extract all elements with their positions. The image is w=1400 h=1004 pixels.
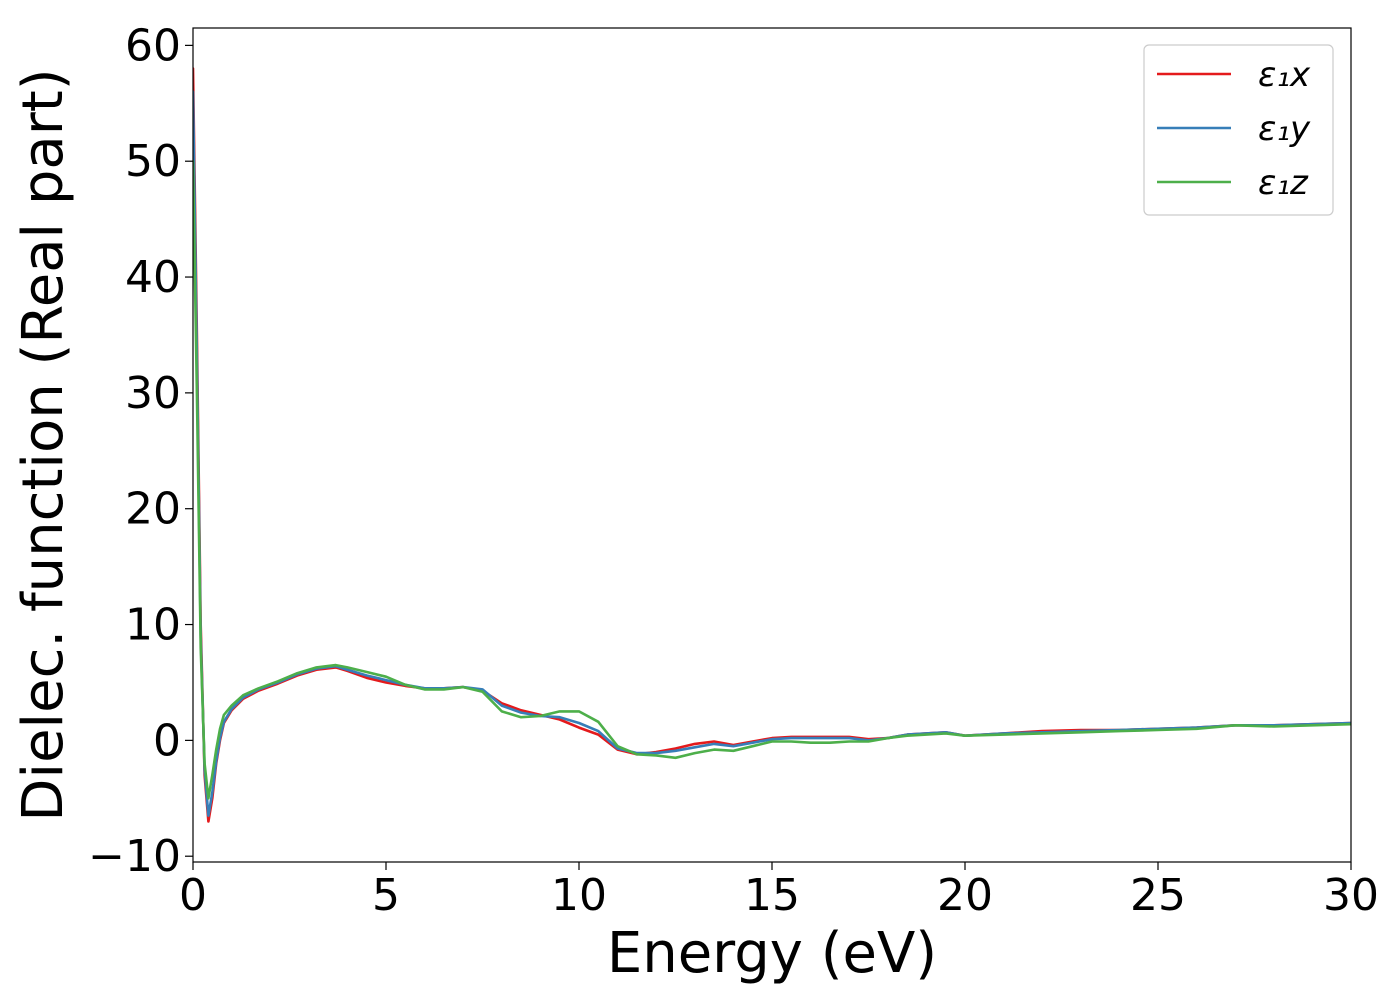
legend-label: ε₁z <box>1258 163 1309 203</box>
legend-box <box>1143 44 1334 216</box>
x-tick-label: 15 <box>744 870 800 921</box>
y-tick-label: 30 <box>125 368 181 419</box>
x-tick-label: 30 <box>1323 870 1379 921</box>
legend-label: ε₁x <box>1258 55 1311 95</box>
y-axis-title: Dielec. function (Real part) <box>11 68 76 821</box>
series-layer <box>193 67 1351 823</box>
y-tick-label: 40 <box>125 252 181 303</box>
x-tick-label: 0 <box>179 870 207 921</box>
x-tick-label: 5 <box>372 870 400 921</box>
x-axis-title: Energy (eV) <box>607 921 937 986</box>
y-axis-ticks: −10 0 10 20 30 40 50 60 <box>88 20 193 882</box>
y-tick-label: 60 <box>125 20 181 71</box>
y-tick-label: 0 <box>153 715 181 766</box>
x-tick-label: 25 <box>1130 870 1186 921</box>
x-tick-label: 20 <box>937 870 993 921</box>
y-tick-label: −10 <box>88 831 181 882</box>
y-tick-label: 20 <box>125 484 181 535</box>
y-tick-label: 50 <box>125 136 181 187</box>
y-tick-label: 10 <box>125 600 181 651</box>
legend: ε₁x ε₁y ε₁z <box>1143 44 1334 216</box>
legend-label: ε₁y <box>1258 109 1311 149</box>
legend-items: ε₁x ε₁y ε₁z <box>1157 55 1311 203</box>
series-line-z <box>193 159 1351 800</box>
x-axis-ticks: 0 5 10 15 20 25 30 <box>179 862 1379 921</box>
x-tick-label: 10 <box>551 870 607 921</box>
